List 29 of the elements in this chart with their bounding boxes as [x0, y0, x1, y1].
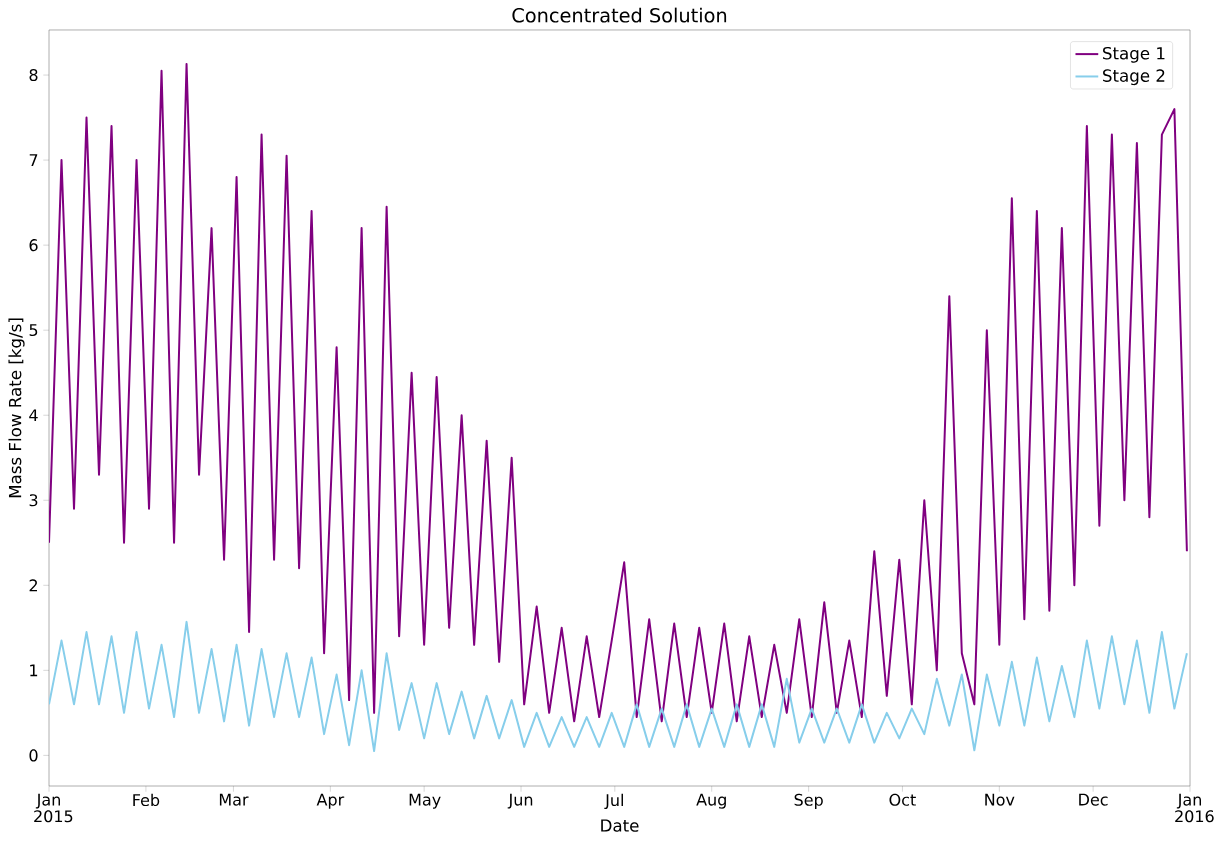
x-tick-label: Dec [1079, 793, 1108, 806]
x-tick-label: Jul [604, 793, 623, 810]
y-tick-label: 4 [29, 409, 38, 422]
x-tick-label: Oct [889, 793, 916, 806]
y-tick-label: 3 [29, 494, 38, 507]
x-tick-label: Jan 2016 [1175, 793, 1214, 823]
y-tick-label: 1 [30, 664, 38, 677]
y-tick-label: 7 [29, 154, 38, 166]
y-axis-title: Mass Flow Rate [kg/s] [8, 318, 25, 498]
x-tick-label: Mar [219, 793, 249, 806]
line-series [49, 620, 1188, 753]
y-tick-label: 5 [29, 324, 38, 337]
x-tick-label: Nov [985, 793, 1015, 806]
legend-label: Stage 2 [1103, 69, 1165, 86]
y-tick-label: 2 [29, 579, 37, 592]
x-tick-label: Feb [133, 793, 160, 807]
x-tick-label: Jun [507, 793, 533, 809]
x-axis-title: Date [601, 819, 639, 832]
y-tick-label: 0 [29, 749, 38, 762]
legend-label: Stage 1 [1103, 46, 1165, 63]
x-tick-label: Sep [794, 793, 823, 809]
y-tick-label: 8 [29, 69, 38, 82]
x-tick-label: Aug [696, 793, 726, 809]
chart-title: Concentrated Solution [512, 7, 727, 23]
x-tick-label: May [409, 793, 441, 809]
x-tick-label: Apr [316, 793, 345, 809]
y-tick-label: 6 [29, 239, 38, 252]
line-series [49, 62, 1188, 723]
x-tick-label: Jan 2015 [34, 793, 73, 823]
